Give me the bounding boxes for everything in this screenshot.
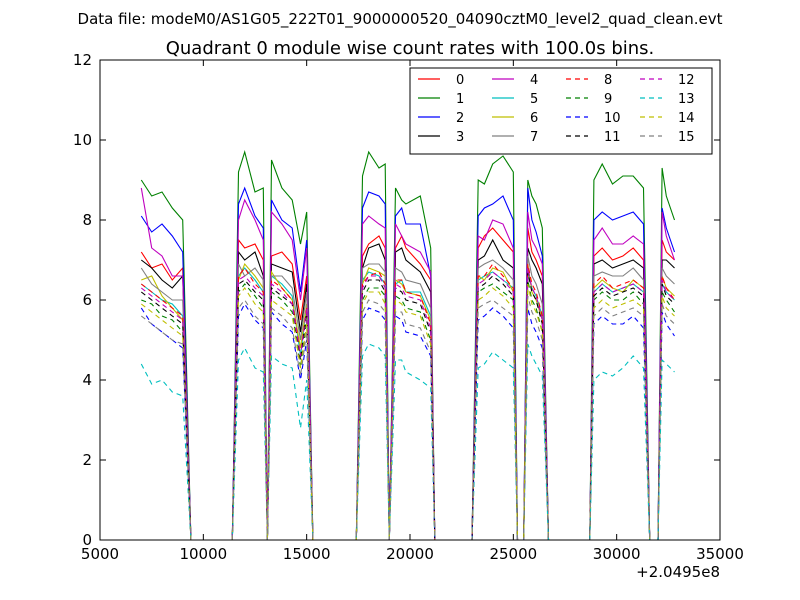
legend-label-13: 13 <box>678 92 695 107</box>
y-tick-label: 0 <box>82 531 92 549</box>
legend-label-4: 4 <box>530 73 538 88</box>
series-line-15 <box>140 295 675 541</box>
x-tick-label: 35000 <box>696 545 744 563</box>
x-tick-label: 30000 <box>593 545 641 563</box>
suptitle: Data file: modeM0/AS1G05_222T01_90000005… <box>78 10 723 29</box>
legend-label-5: 5 <box>530 92 538 107</box>
legend-label-6: 6 <box>530 111 538 126</box>
series-line-13 <box>140 343 675 541</box>
axis-layer: 5000 10000 15000 20000 25000 30000 35000 0 2 4 6 8 1… <box>73 51 744 563</box>
series-line-9 <box>141 279 675 541</box>
series-line-6 <box>141 262 675 541</box>
y-tick-label: 10 <box>73 131 92 149</box>
series-line-11 <box>140 271 675 541</box>
legend-label-3: 3 <box>456 130 464 145</box>
x-offset-label: +2.0495e8 <box>636 563 720 581</box>
series-line-12 <box>140 267 675 541</box>
series-line-1 <box>140 149 676 541</box>
legend-label-10: 10 <box>604 111 621 126</box>
x-tick-label: 15000 <box>283 545 331 563</box>
legend-label-11: 11 <box>604 130 621 145</box>
series-line-8 <box>140 263 675 541</box>
legend-label-14: 14 <box>678 111 695 126</box>
y-tick-label: 4 <box>82 371 92 389</box>
series-line-10 <box>140 302 675 541</box>
x-tick-label: 20000 <box>386 545 434 563</box>
legend-label-8: 8 <box>604 73 612 88</box>
legend-label-12: 12 <box>678 73 695 88</box>
legend-label-2: 2 <box>456 111 464 126</box>
series-layer <box>140 149 676 541</box>
x-tick-label: 25000 <box>489 545 537 563</box>
series-line-14 <box>140 283 675 541</box>
series-line-2 <box>140 186 676 541</box>
series-line-4 <box>140 187 676 541</box>
x-tick-label: 5000 <box>81 545 119 563</box>
series-line-7 <box>140 255 675 541</box>
legend-label-7: 7 <box>530 130 538 145</box>
series-line-0 <box>140 227 675 541</box>
y-tick-label: 2 <box>82 451 92 469</box>
y-tick-label: 6 <box>82 291 92 309</box>
legend-label-15: 15 <box>678 130 695 145</box>
x-tick-label: 10000 <box>179 545 227 563</box>
series-line-3 <box>140 238 675 541</box>
legend-label-9: 9 <box>604 92 612 107</box>
legend-label-0: 0 <box>456 73 464 88</box>
y-tick-label: 12 <box>73 51 92 69</box>
legend-label-1: 1 <box>456 92 464 107</box>
y-tick-label: 8 <box>82 211 92 229</box>
chart-title: Quadrant 0 module wise count rates with … <box>166 38 655 59</box>
legend-box <box>409 67 713 155</box>
